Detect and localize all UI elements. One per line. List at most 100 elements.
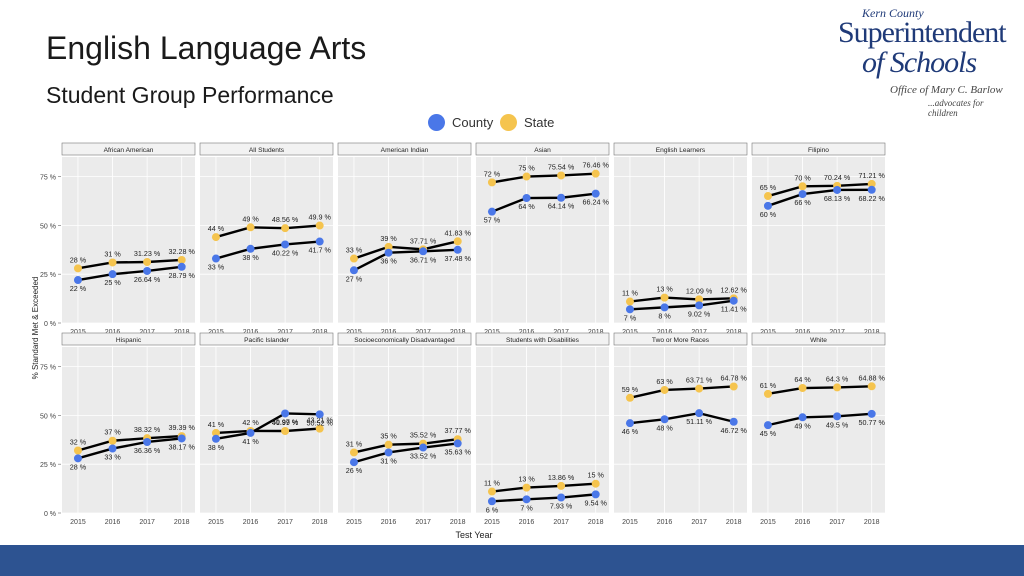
state-data-label: 59 % bbox=[622, 385, 639, 394]
county-point bbox=[625, 419, 634, 428]
state-point bbox=[211, 428, 220, 437]
county-data-label: 33 % bbox=[104, 453, 121, 462]
county-line bbox=[629, 299, 734, 311]
state-point bbox=[487, 178, 496, 187]
state-point bbox=[281, 224, 290, 233]
state-point bbox=[143, 258, 152, 267]
county-data-label: 37.48 % bbox=[445, 254, 472, 263]
state-data-label: 49.9 % bbox=[309, 213, 332, 222]
state-data-label: 28 % bbox=[70, 255, 87, 264]
x-tick-label: 2018 bbox=[588, 329, 604, 336]
x-tick-label: 2016 bbox=[381, 519, 397, 526]
county-data-label: 28 % bbox=[70, 462, 87, 471]
state-data-label: 41.99 % bbox=[272, 418, 299, 427]
state-data-label: 13.86 % bbox=[548, 473, 575, 482]
county-data-label: 9.02 % bbox=[688, 309, 711, 318]
state-data-label: 35.52 % bbox=[410, 431, 437, 440]
county-data-label: 28.79 % bbox=[169, 271, 196, 280]
x-tick-label: 2018 bbox=[312, 329, 328, 336]
county-point bbox=[557, 493, 566, 502]
county-data-label: 46 % bbox=[622, 427, 639, 436]
state-data-label: 63.71 % bbox=[686, 376, 713, 385]
state-point bbox=[625, 297, 634, 306]
state-point bbox=[522, 483, 531, 492]
x-tick-label: 2018 bbox=[864, 329, 880, 336]
county-line bbox=[215, 412, 320, 440]
x-tick-label: 2016 bbox=[105, 519, 121, 526]
facet-strip bbox=[751, 142, 886, 156]
county-point bbox=[419, 247, 428, 256]
county-data-label: 36 % bbox=[380, 257, 397, 266]
x-tick-label: 2018 bbox=[588, 519, 604, 526]
county-data-label: 66.24 % bbox=[583, 198, 610, 207]
x-tick-label: 2015 bbox=[70, 329, 86, 336]
county-data-label: 40.22 % bbox=[272, 248, 299, 257]
county-point bbox=[246, 244, 255, 253]
state-data-label: 75 % bbox=[518, 164, 535, 173]
state-data-label: 61 % bbox=[760, 381, 777, 390]
state-point bbox=[522, 172, 531, 181]
county-data-label: 36.36 % bbox=[134, 446, 161, 455]
county-data-label: 33 % bbox=[208, 263, 225, 272]
state-point bbox=[281, 426, 290, 435]
county-point bbox=[315, 237, 324, 246]
county-data-label: 46.72 % bbox=[721, 426, 748, 435]
state-point bbox=[867, 382, 876, 391]
county-line bbox=[215, 240, 320, 260]
county-point bbox=[591, 490, 600, 499]
county-point bbox=[211, 254, 220, 263]
state-point bbox=[660, 293, 669, 302]
facet-panel: Filipino 2015 2016 2017 2018 65 % 70 % 70.24 % 7… bbox=[751, 142, 886, 336]
county-data-label: 27 % bbox=[346, 274, 363, 283]
slide-subtitle: Student Group Performance bbox=[46, 82, 334, 108]
state-point bbox=[625, 393, 634, 402]
facet-title: Students with Disabilities bbox=[506, 337, 580, 344]
plot-background bbox=[338, 157, 471, 323]
plot-background bbox=[62, 347, 195, 513]
plot-background bbox=[476, 347, 609, 513]
state-point bbox=[867, 179, 876, 188]
state-data-label: 37 % bbox=[104, 428, 121, 437]
state-data-label: 15 % bbox=[588, 471, 605, 480]
facet-title: Socioeconomically Disadvantaged bbox=[354, 337, 455, 344]
facet-strip bbox=[61, 142, 196, 156]
county-point bbox=[143, 437, 152, 446]
x-tick-label: 2017 bbox=[277, 329, 293, 336]
facet-strip bbox=[337, 142, 472, 156]
state-data-label: 31.23 % bbox=[134, 249, 161, 258]
state-point bbox=[211, 233, 220, 242]
state-data-label: 31 % bbox=[346, 439, 363, 448]
state-data-label: 32.28 % bbox=[169, 247, 196, 256]
state-point bbox=[177, 255, 186, 264]
county-point bbox=[833, 412, 842, 421]
county-point bbox=[177, 262, 186, 271]
state-point bbox=[557, 481, 566, 490]
state-data-label: 75.54 % bbox=[548, 162, 575, 171]
x-tick-label: 2018 bbox=[312, 519, 328, 526]
state-point bbox=[695, 384, 704, 393]
y-tick-label: 75 % bbox=[40, 365, 56, 372]
county-point bbox=[73, 276, 82, 285]
state-point bbox=[453, 237, 462, 246]
state-data-label: 41.83 % bbox=[445, 228, 472, 237]
county-line bbox=[491, 192, 596, 213]
state-data-label: 42 % bbox=[242, 418, 259, 427]
county-data-label: 68.22 % bbox=[859, 194, 886, 203]
county-data-label: 50.52 % bbox=[307, 418, 334, 427]
x-tick-label: 2017 bbox=[139, 519, 155, 526]
state-point bbox=[349, 448, 358, 457]
county-point bbox=[798, 190, 807, 199]
county-data-label: 41.7 % bbox=[309, 246, 332, 255]
logo-line-1: Kern County bbox=[862, 6, 924, 20]
state-data-label: 64.78 % bbox=[721, 373, 748, 382]
county-data-label: 38 % bbox=[208, 443, 225, 452]
county-point bbox=[660, 415, 669, 424]
x-tick-label: 2017 bbox=[139, 329, 155, 336]
state-line bbox=[215, 224, 320, 239]
county-point bbox=[695, 301, 704, 310]
state-point bbox=[798, 182, 807, 191]
county-data-label: 26.64 % bbox=[134, 275, 161, 284]
legend-state-dot bbox=[500, 114, 517, 131]
x-tick-label: 2016 bbox=[657, 329, 673, 336]
county-line bbox=[77, 437, 182, 460]
